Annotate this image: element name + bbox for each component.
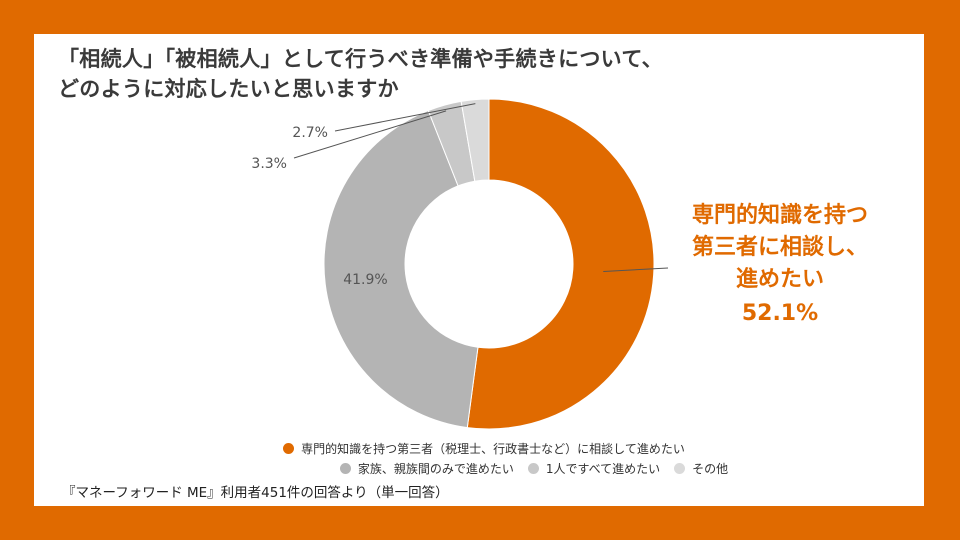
legend-swatch-3 <box>674 462 686 474</box>
legend-swatch-2 <box>527 462 539 474</box>
legend-swatch-0 <box>283 442 295 454</box>
legend-item-2: 1人ですべて進めたい <box>527 460 661 477</box>
legend-item-3: その他 <box>674 460 728 477</box>
legend-label-0: 専門的知識を持つ第三者（税理士、行政書士など）に相談して進めたい <box>301 441 685 456</box>
chart-title: 「相続人」「被相続人」として行うべき準備や手続きについて、 どのように対応したい… <box>58 44 663 104</box>
chart-title-line-2: どのように対応したいと思いますか <box>58 77 399 101</box>
data-label-3: 2.7% <box>292 125 328 141</box>
leader-line-0 <box>603 267 669 273</box>
data-label-1: 41.9% <box>343 272 387 288</box>
legend-row-1: 専門的知識を持つ第三者（税理士、行政書士など）に相談して進めたい <box>0 438 960 458</box>
chart-legend: 専門的知識を持つ第三者（税理士、行政書士など）に相談して進めたい 家族、親族間の… <box>0 438 960 478</box>
donut-slice-1 <box>323 109 479 429</box>
callout-line-1: 専門的知識を持つ <box>692 202 868 228</box>
source-note: 『マネーフォワード ME』利用者451件の回答より（単一回答） <box>62 485 449 501</box>
legend-item-1: 家族、親族間のみで進めたい <box>339 460 514 477</box>
donut-slice-3 <box>460 98 490 182</box>
callout-value: 52.1% <box>742 301 818 326</box>
callout-line-2: 第三者に相談し、 <box>692 234 868 260</box>
chart-title-line-1: 「相続人」「被相続人」として行うべき準備や手続きについて、 <box>58 47 663 71</box>
legend-item-0: 専門的知識を持つ第三者（税理士、行政書士など）に相談して進めたい <box>283 440 685 457</box>
legend-label-1: 家族、親族間のみで進めたい <box>357 461 514 476</box>
data-label-2: 3.3% <box>251 156 287 172</box>
legend-swatch-1 <box>339 462 351 474</box>
legend-row-2: 家族、親族間のみで進めたい 1人ですべて進めたい その他 <box>0 458 960 478</box>
legend-label-3: その他 <box>692 461 729 476</box>
callout-line-3: 進めたい <box>736 267 824 292</box>
leader-line-2 <box>293 110 447 159</box>
donut-slice-0 <box>466 98 655 430</box>
legend-label-2: 1人ですべて進めたい <box>545 461 661 476</box>
leader-line-3 <box>334 103 476 132</box>
